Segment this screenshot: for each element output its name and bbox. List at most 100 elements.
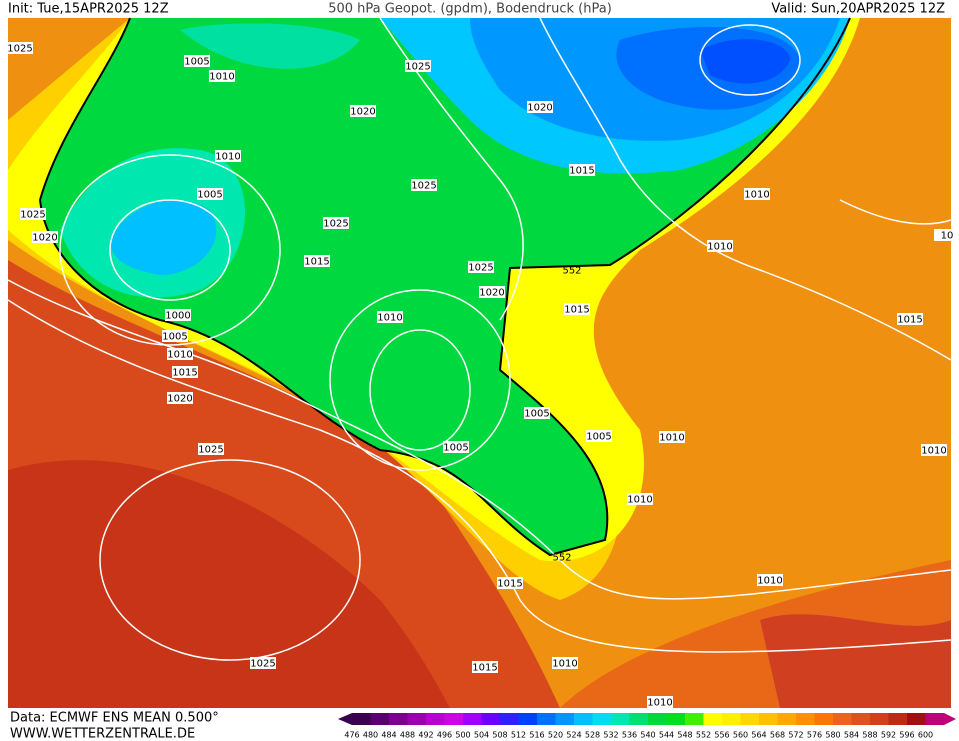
isobar-label-bg	[627, 493, 653, 505]
scale-label: 484	[381, 731, 396, 740]
isobar-label-group: 1020	[527, 101, 553, 114]
scale-label: 536	[622, 731, 637, 740]
isobar-label: 1020	[479, 288, 504, 299]
isobar-label-group: 1010	[921, 444, 947, 457]
isobar-label-group: 1025	[20, 208, 46, 221]
isobar-label-group: 1025	[198, 443, 224, 456]
isobar-label-group: 1005	[586, 430, 612, 443]
isobar-label-bg	[564, 303, 590, 315]
isobar-label-group: 1020	[167, 392, 193, 405]
scale-label: 572	[788, 731, 803, 740]
isobar-label-bg	[350, 105, 376, 117]
isobar-label: 1010	[757, 576, 782, 587]
isobar-label-bg	[411, 179, 437, 191]
init-time: Init: Tue,15APR2025 12Z	[8, 2, 169, 17]
isobar-label-group: 1015	[897, 313, 923, 326]
scale-swatch	[611, 713, 630, 725]
scale-label: 512	[511, 731, 526, 740]
isobar-label-group: 1020	[350, 105, 376, 118]
isobar-label-bg	[497, 577, 523, 589]
isobar-label-group: 1005	[524, 407, 550, 420]
isobar-label: 1005	[162, 332, 187, 343]
color-scale: 476 480 484 488 492 496 500 504 508 512 516 520 524 5…	[338, 713, 956, 740]
scale-label: 524	[566, 731, 581, 740]
isobar-label-bg	[647, 696, 673, 708]
scale-swatch	[907, 713, 926, 725]
isobar-label: 1015	[897, 315, 922, 326]
isobar-label: 1010	[744, 190, 769, 201]
isobar-label-bg	[659, 431, 685, 443]
scale-arrow-left	[338, 713, 352, 725]
contour-label: 552	[562, 266, 581, 277]
isobar-label-group: 1010	[647, 696, 673, 709]
isobar-label-bg	[468, 261, 494, 273]
isobar-label-group: 1010	[744, 188, 770, 201]
isobar-label: 1020	[350, 107, 375, 118]
map-field	[8, 17, 951, 708]
isobar-label-bg	[167, 348, 193, 360]
isobar-label-bg	[443, 441, 469, 453]
map-title: 500 hPa Geopot. (gpdm), Bodendruck (hPa)	[328, 2, 612, 17]
scale-swatch	[481, 713, 501, 725]
isobar-label-group: 1025	[323, 217, 349, 230]
scale-swatch	[574, 713, 593, 725]
isobar-label-group: 1025	[411, 179, 437, 192]
scale-label: 564	[751, 731, 766, 740]
scale-label: 600	[918, 731, 933, 740]
isobar-label-bg	[377, 311, 403, 323]
scale-swatch	[389, 713, 408, 725]
scale-swatch	[555, 713, 575, 725]
isobar-label: 1010	[209, 72, 234, 83]
scale-swatch	[444, 713, 464, 725]
isobar-label: 1025	[7, 44, 32, 55]
isobar-label-group: 1010	[209, 70, 235, 83]
contour-label: 552	[552, 553, 571, 564]
scale-swatch	[759, 713, 778, 725]
isobar-label-bg	[707, 240, 733, 252]
isobar-label-bg	[165, 309, 191, 321]
isobar-label-group: 1025	[7, 42, 33, 55]
scale-label: 592	[881, 731, 896, 740]
isobar-label: 1025	[411, 181, 436, 192]
isobar-label: 1010	[167, 350, 192, 361]
isobar-label: 1010	[659, 433, 684, 444]
scale-label: 500	[455, 731, 470, 740]
isobar-label-group: 1005	[162, 330, 188, 343]
isobar-label-group: 1010	[552, 657, 578, 670]
isobar-label-bg	[472, 661, 498, 673]
isobar-label-bg	[209, 70, 235, 82]
scale-swatch	[592, 713, 612, 725]
isobar-label: 1015	[569, 166, 594, 177]
isobar-label: 1010	[921, 446, 946, 457]
isobar-label-bg	[744, 188, 770, 200]
isobar-labels: 1025 1005 1010 1025 1020 1020 1010 1005 1025 1015…	[7, 42, 959, 709]
isobar-label: 1010	[707, 242, 732, 253]
scale-swatch	[648, 713, 667, 725]
scale-swatch	[426, 713, 445, 725]
isobar-label-bg	[757, 574, 783, 586]
valid-time: Valid: Sun,20APR2025 12Z	[771, 2, 945, 17]
scale-label: 588	[862, 731, 877, 740]
scale-label: 508	[492, 731, 507, 740]
scale-label: 580	[825, 731, 840, 740]
isobar-label-group: 1010	[215, 150, 241, 163]
scale-label: 480	[363, 731, 378, 740]
contour-label-group: 552	[552, 553, 571, 564]
scale-label: 576	[807, 731, 822, 740]
isobar-label: 1010	[552, 659, 577, 670]
isobar-label-group: 1000	[165, 309, 191, 322]
isobar-label-group: 1010	[377, 311, 403, 324]
isobar-label-bg	[184, 55, 210, 67]
isobar-label-group: 1010	[707, 240, 733, 253]
scale-label: 568	[770, 731, 785, 740]
website: WWW.WETTERZENTRALE.DE	[10, 727, 195, 741]
scale-swatch	[407, 713, 427, 725]
isobar-label-bg	[527, 101, 553, 113]
isobar-label-bg	[897, 313, 923, 325]
data-source: Data: ECMWF ENS MEAN 0.500°	[10, 711, 219, 726]
isobar-label: 1010	[647, 698, 672, 709]
scale-label: 516	[529, 731, 544, 740]
scale-label: 476	[344, 731, 359, 740]
isobar-label: 1005	[443, 443, 468, 454]
